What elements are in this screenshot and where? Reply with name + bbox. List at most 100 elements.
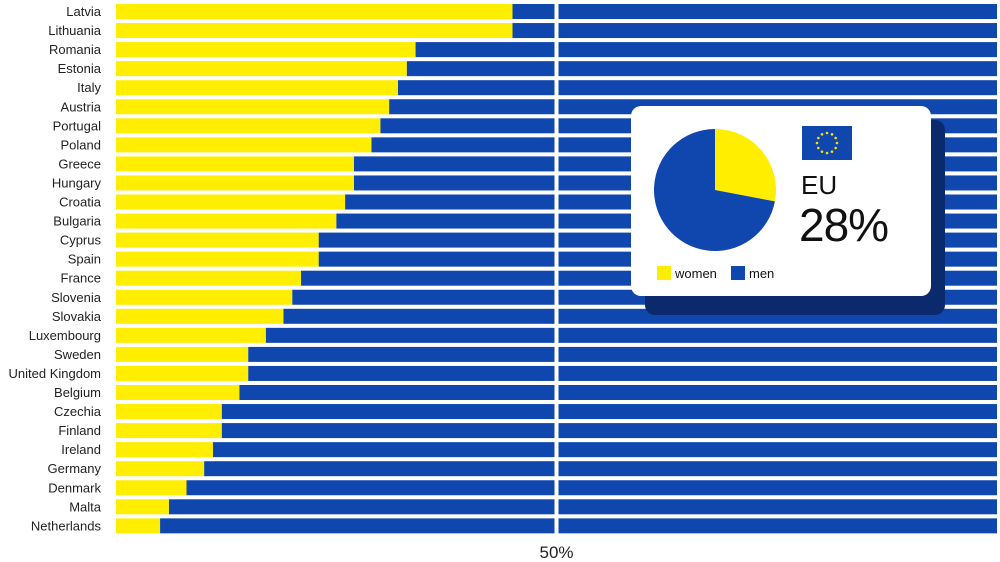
- country-label: Cyprus: [60, 233, 102, 248]
- flag-star: [825, 131, 829, 135]
- bar-women-slovenia: [116, 289, 293, 305]
- bar-men-finland: [221, 423, 998, 439]
- country-label: Denmark: [48, 480, 101, 495]
- bar-women-netherlands: [116, 518, 161, 534]
- country-label: Ireland: [61, 442, 101, 457]
- flag-star: [834, 146, 837, 150]
- flag-star: [820, 150, 824, 153]
- country-label: Germany: [48, 461, 102, 476]
- eu-flag-icon: [802, 126, 852, 160]
- bar-women-ireland: [116, 442, 213, 458]
- bar-women-finland: [116, 423, 222, 439]
- bar-men-czechia: [221, 404, 998, 420]
- eu-women-share: 28%: [799, 199, 889, 251]
- bar-men-italy: [397, 80, 997, 96]
- flag-star: [817, 136, 820, 140]
- bar-men-belgium: [239, 385, 998, 400]
- country-label: Netherlands: [31, 518, 102, 533]
- country-label: Finland: [58, 423, 101, 438]
- bar-men-lithuania: [512, 23, 997, 39]
- bar-women-cyprus: [116, 232, 319, 248]
- country-label: Romania: [49, 42, 102, 57]
- country-label: Slovenia: [51, 290, 102, 305]
- country-label: Luxembourg: [29, 328, 101, 343]
- flag-star: [834, 136, 837, 140]
- legend-item-men: men: [731, 264, 774, 282]
- eu-summary-card: EU 28% women men: [631, 106, 931, 296]
- bar-men-malta: [168, 499, 998, 515]
- bar-women-estonia: [116, 61, 407, 77]
- pie-slice-women: [715, 129, 776, 202]
- bar-women-portugal: [116, 118, 381, 134]
- bar-men-denmark: [186, 480, 998, 496]
- bar-women-czechia: [116, 404, 222, 420]
- bar-men-united-kingdom: [248, 365, 997, 381]
- bar-women-france: [116, 270, 302, 286]
- bar-women-poland: [116, 137, 372, 153]
- bar-women-bulgaria: [116, 213, 337, 229]
- bar-women-latvia: [116, 4, 513, 19]
- bar-women-romania: [116, 42, 416, 58]
- flag-star: [820, 133, 824, 136]
- legend-label-women: women: [675, 265, 717, 281]
- eu-flag-stars: [815, 131, 839, 155]
- bar-men-ireland: [212, 442, 997, 458]
- bar-women-austria: [116, 99, 390, 115]
- country-label: Hungary: [52, 175, 102, 190]
- bar-women-greece: [116, 156, 354, 172]
- country-label: Latvia: [66, 4, 101, 19]
- flag-star: [817, 146, 820, 150]
- eu-pie-chart: [654, 129, 776, 251]
- bar-women-belgium: [116, 385, 240, 400]
- country-label: Spain: [68, 252, 101, 267]
- country-label: Austria: [61, 99, 102, 114]
- bar-men-luxembourg: [265, 327, 997, 343]
- bar-women-denmark: [116, 480, 187, 496]
- flag-star: [815, 141, 819, 145]
- bar-men-latvia: [512, 4, 997, 19]
- bar-women-luxembourg: [116, 327, 266, 343]
- fifty-percent-label: 50%: [539, 543, 573, 562]
- country-label: Croatia: [59, 195, 102, 210]
- bar-women-malta: [116, 499, 169, 515]
- flag-star: [825, 151, 829, 155]
- country-label: Czechia: [54, 404, 102, 419]
- eu-label: EU: [801, 170, 838, 200]
- bar-men-romania: [415, 42, 997, 58]
- bar-men-netherlands: [160, 518, 998, 534]
- country-label: Poland: [61, 137, 101, 152]
- bar-women-germany: [116, 461, 205, 477]
- bar-women-spain: [116, 251, 319, 267]
- legend-swatch-men: [731, 266, 745, 280]
- flag-star: [830, 150, 834, 153]
- legend-label-men: men: [749, 265, 775, 281]
- legend-item-women: women: [657, 264, 717, 282]
- bar-men-estonia: [406, 61, 998, 77]
- country-label: Bulgaria: [53, 214, 101, 229]
- country-label: Sweden: [54, 347, 101, 362]
- country-label: Belgium: [54, 385, 101, 400]
- pie-slice-men: [654, 129, 775, 251]
- bar-women-united-kingdom: [116, 365, 249, 381]
- country-label: France: [61, 271, 101, 286]
- country-label: Lithuania: [48, 23, 102, 38]
- legend-swatch-women: [657, 266, 671, 280]
- bar-women-hungary: [116, 175, 354, 191]
- country-label: Slovakia: [52, 309, 102, 324]
- fifty-percent-line: [554, 0, 559, 538]
- country-label: Estonia: [58, 61, 102, 76]
- country-label: Italy: [77, 80, 101, 95]
- country-label: Malta: [69, 499, 102, 514]
- bar-women-croatia: [116, 194, 346, 210]
- bar-women-slovakia: [116, 308, 284, 324]
- bar-men-sweden: [248, 346, 997, 362]
- country-label: Greece: [58, 156, 101, 171]
- country-label: Portugal: [53, 118, 102, 133]
- bar-women-italy: [116, 80, 398, 96]
- flag-star: [830, 133, 834, 136]
- bar-women-lithuania: [116, 23, 513, 39]
- bar-men-germany: [204, 461, 998, 477]
- country-label: United Kingdom: [9, 366, 102, 381]
- bar-women-sweden: [116, 346, 249, 362]
